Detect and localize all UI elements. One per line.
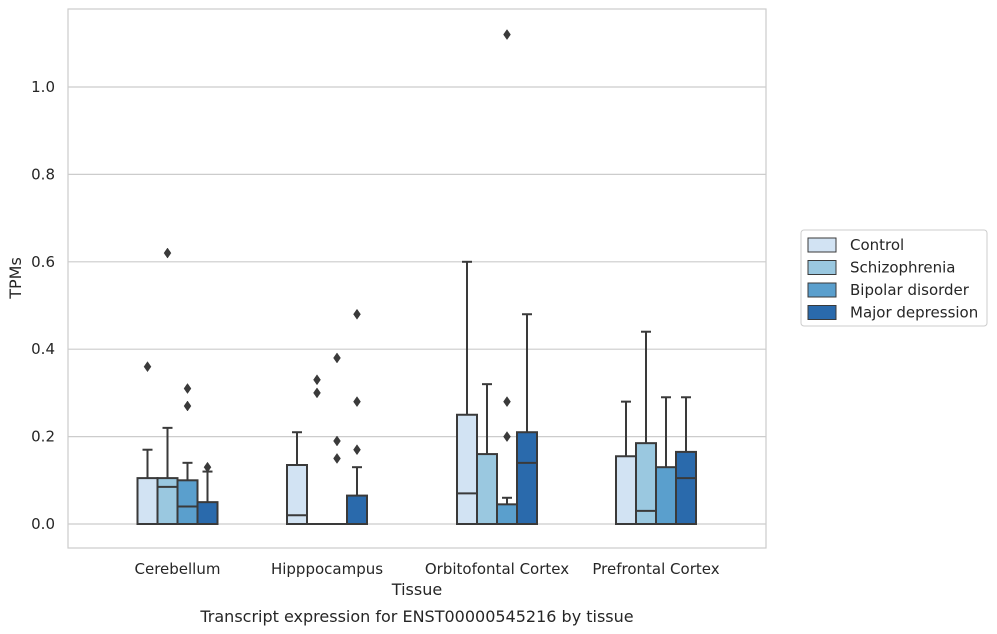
legend-label: Control [850, 236, 904, 254]
box-body [516, 431, 538, 526]
x-tick-label: Orbitofontal Cortex [425, 560, 569, 578]
x-tick-label: Cerebellum [135, 560, 221, 578]
legend-swatch [807, 237, 837, 253]
box-control [286, 431, 308, 526]
grid-lines [68, 86, 766, 525]
x-tick-label: Prefrontal Cortex [592, 560, 719, 578]
box-bipolar-disorder [496, 29, 518, 525]
box-major-depression [516, 313, 538, 526]
outlier-point [353, 444, 361, 456]
box-body [496, 503, 518, 525]
box-body [675, 450, 697, 525]
box-body [615, 455, 637, 526]
x-axis-ticks: Cerebellum Hipppocampus Orbitofontal Corte… [135, 560, 720, 578]
box-schizophrenia [307, 374, 327, 525]
outlier-point [183, 383, 192, 394]
box-bipolar-disorder [327, 352, 347, 525]
y-tick-label: 0.2 [31, 428, 55, 446]
outlier-point [333, 352, 341, 364]
box-schizophrenia [476, 383, 498, 525]
outlier-point [143, 361, 152, 373]
outlier-point [503, 396, 511, 408]
outlier-point [333, 435, 341, 447]
legend-swatch [807, 305, 837, 320]
legend-swatch [807, 282, 837, 298]
box-body [346, 494, 368, 526]
box-major-depression [346, 308, 368, 526]
y-tick-label: 0.8 [31, 165, 55, 183]
y-tick-label: 0.0 [31, 515, 55, 533]
y-axis-ticks: 0.0 0.2 0.4 0.6 0.8 1.0 [31, 78, 55, 533]
y-axis-label: TPMs [6, 257, 25, 300]
box-plot-series [136, 29, 697, 526]
outlier-point [163, 247, 172, 259]
outlier-point [333, 453, 341, 464]
chart-caption: Transcript expression for ENST0000054521… [199, 607, 633, 626]
box-schizophrenia [635, 330, 657, 525]
box-control [615, 400, 637, 526]
box-body [655, 466, 677, 526]
legend-frame [800, 229, 988, 327]
outlier-point [503, 29, 511, 40]
box-major-depression [196, 461, 219, 525]
box-body [176, 479, 199, 525]
outlier-point [353, 308, 361, 320]
box-schizophrenia [156, 247, 179, 525]
outlier-point [313, 387, 321, 399]
box-major-depression [675, 396, 697, 525]
legend-items: Control Schizophrenia Bipolar disorder Majo… [807, 236, 978, 322]
box-body [476, 453, 498, 525]
box-control [456, 260, 478, 525]
outlier-point [203, 461, 212, 473]
box-bipolar-disorder [176, 383, 199, 525]
legend: Control Schizophrenia Bipolar disorder Majo… [800, 229, 988, 327]
outlier-point [353, 396, 361, 408]
x-axis-label: Tissue [391, 580, 442, 599]
legend-label: Major depression [850, 304, 978, 322]
x-tick-label: Hipppocampus [271, 560, 383, 578]
y-tick-label: 0.6 [31, 253, 55, 271]
box-body [156, 477, 179, 525]
outlier-point [503, 431, 511, 443]
legend-swatch [807, 260, 837, 275]
y-tick-label: 1.0 [31, 78, 55, 96]
box-body [286, 464, 308, 526]
plot-area-frame [67, 8, 767, 549]
legend-label: Bipolar disorder [850, 281, 970, 299]
outlier-point [313, 374, 321, 386]
y-tick-label: 0.4 [31, 340, 55, 358]
box-body [456, 413, 478, 525]
box-body [196, 501, 219, 525]
box-bipolar-disorder [655, 396, 677, 526]
box-control [136, 361, 159, 525]
legend-label: Schizophrenia [850, 259, 955, 277]
box-body [136, 477, 159, 525]
outlier-point [183, 400, 192, 412]
